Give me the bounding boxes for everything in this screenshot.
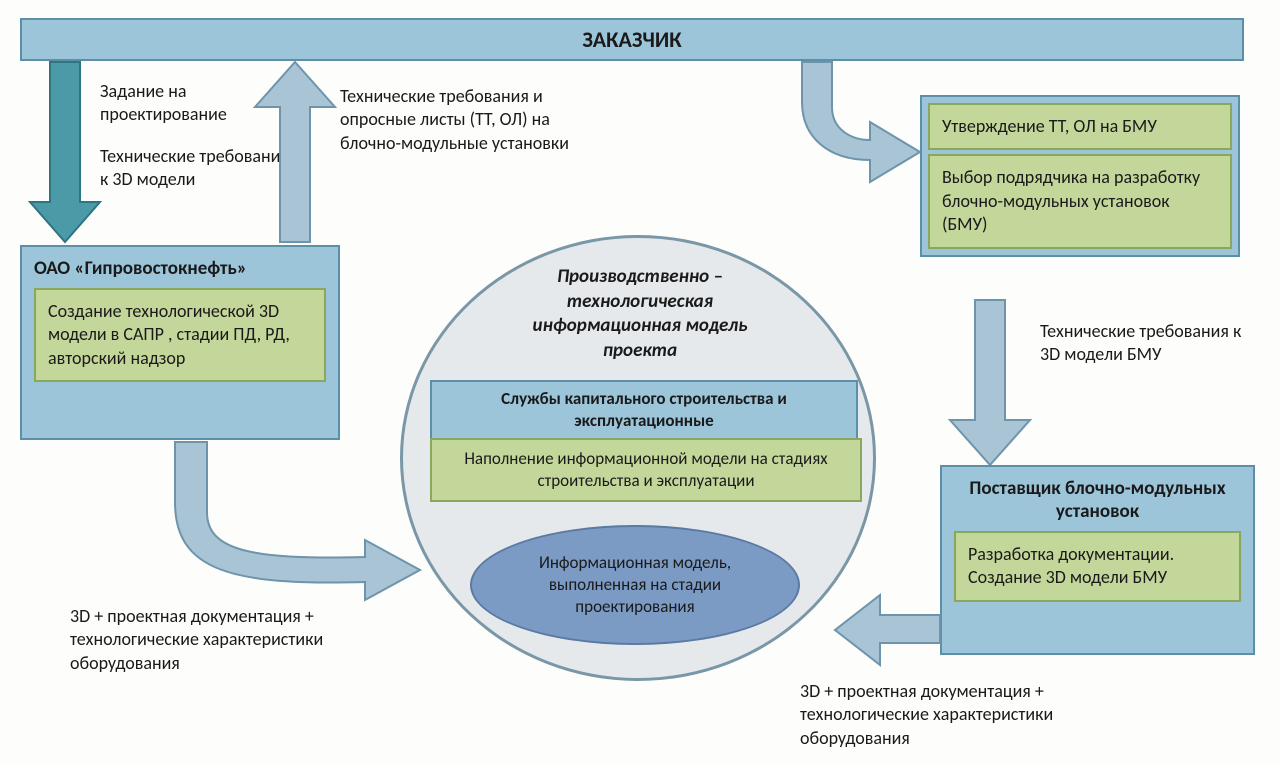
- right-top-row2: Выбор подрядчика на разработку блочно-мо…: [928, 154, 1232, 248]
- arrow-up-to-header: [255, 62, 335, 242]
- arrow-down-to-left-panel: [30, 62, 100, 242]
- right-bottom-panel: Поставщик блочно-модульных установок Раз…: [940, 465, 1255, 655]
- arrow-header-to-right-top: [770, 62, 920, 182]
- left-panel-body: Создание технологической 3D модели в САП…: [34, 288, 326, 382]
- label-tech-req-sheets: Технические требования и опросные листы …: [340, 85, 610, 155]
- label-tech-req-bmu: Технические требования к 3D модели БМУ: [1040, 320, 1250, 367]
- left-panel: ОАО «Гипровостокнефть» Создание технолог…: [20, 245, 340, 440]
- right-bottom-title: Поставщик блочно-модульных установок: [954, 477, 1241, 523]
- circle-green-bar: Наполнение информационной модели на стад…: [430, 438, 862, 502]
- arrow-right-top-to-bottom: [950, 300, 1030, 465]
- circle-ellipse: Информационная модель, выполненная на ст…: [470, 525, 800, 645]
- right-bottom-body: Разработка документации. Создание 3D мод…: [954, 531, 1241, 602]
- circle-ellipse-text: Информационная модель, выполненная на ст…: [502, 552, 768, 618]
- arrow-left-to-circle: [175, 442, 435, 592]
- circle-title: Производственно – технологическая информ…: [500, 265, 780, 364]
- right-top-panel: Утверждение ТТ, ОЛ на БМУ Выбор подрядчи…: [920, 95, 1240, 257]
- label-3d-docs-left: 3D + проектная документация + технологич…: [70, 605, 410, 675]
- right-top-row1: Утверждение ТТ, ОЛ на БМУ: [928, 103, 1232, 150]
- customer-header: ЗАКАЗЧИК: [20, 18, 1244, 61]
- arrow-right-to-circle: [835, 595, 940, 665]
- circle-blue-bar: Службы капитального строительства и эксп…: [430, 380, 858, 440]
- label-3d-docs-right: 3D + проектная документация + технологич…: [800, 680, 1140, 750]
- left-panel-title: ОАО «Гипровостокнефть»: [34, 257, 326, 280]
